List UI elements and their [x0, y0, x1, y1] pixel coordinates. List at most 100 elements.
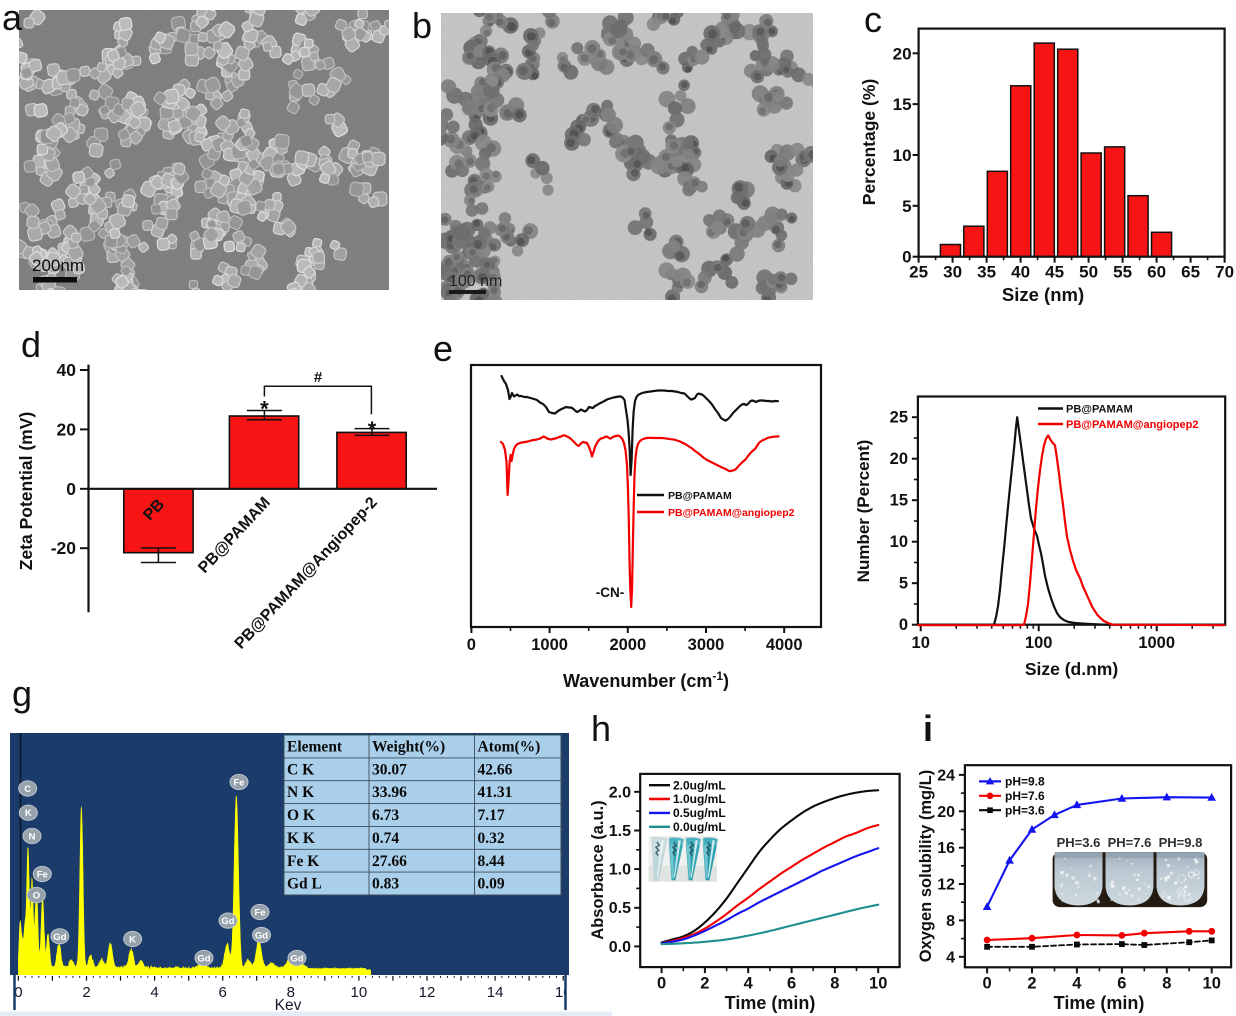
svg-text:10: 10 [912, 634, 930, 652]
svg-text:6.73: 6.73 [372, 807, 399, 824]
svg-text:0.0: 0.0 [609, 939, 631, 956]
svg-text:16: 16 [555, 984, 572, 1001]
svg-text:8: 8 [830, 975, 839, 993]
svg-text:60: 60 [1147, 263, 1166, 282]
svg-text:41.31: 41.31 [478, 784, 513, 801]
svg-text:K: K [25, 808, 32, 819]
svg-text:pH=3.6: pH=3.6 [1005, 804, 1045, 818]
svg-text:Zeta Potential (mV): Zeta Potential (mV) [16, 412, 36, 571]
svg-text:0: 0 [899, 616, 908, 634]
svg-text:Wavenumber (cm-1): Wavenumber (cm-1) [563, 669, 729, 691]
svg-text:Time (min): Time (min) [1054, 993, 1145, 1013]
svg-text:PB@PAMAM: PB@PAMAM [1066, 404, 1133, 416]
svg-text:4: 4 [946, 949, 955, 966]
svg-text:pH=7.6: pH=7.6 [1005, 789, 1045, 803]
svg-text:7.17: 7.17 [478, 807, 505, 824]
svg-text:200nm: 200nm [32, 256, 84, 275]
svg-text:1.0: 1.0 [609, 862, 631, 879]
svg-text:Element: Element [287, 739, 343, 756]
svg-text:10: 10 [893, 146, 912, 165]
svg-text:1.5: 1.5 [609, 823, 631, 840]
svg-text:8: 8 [287, 984, 295, 1001]
svg-text:PH=3.6: PH=3.6 [1057, 835, 1101, 850]
svg-text:O: O [33, 891, 40, 902]
svg-text:4: 4 [150, 984, 158, 1001]
svg-text:C: C [24, 784, 31, 795]
svg-text:2.0: 2.0 [609, 784, 631, 801]
svg-text:-20: -20 [51, 538, 77, 558]
svg-text:8.44: 8.44 [478, 853, 505, 870]
svg-text:8: 8 [1162, 975, 1171, 993]
svg-text:*: * [368, 417, 377, 442]
svg-text:8: 8 [946, 913, 955, 930]
svg-text:14: 14 [487, 984, 504, 1001]
svg-text:0: 0 [902, 248, 911, 267]
svg-text:25: 25 [890, 409, 908, 427]
svg-text:Gd: Gd [290, 954, 303, 965]
svg-text:16: 16 [937, 840, 955, 857]
svg-text:K: K [129, 935, 136, 946]
svg-text:C K: C K [287, 761, 314, 778]
svg-text:a: a [2, 0, 23, 38]
svg-text:PB@PAMAM@angiopep2: PB@PAMAM@angiopep2 [1066, 419, 1198, 431]
svg-text:40: 40 [1011, 263, 1030, 282]
svg-text:0.5ug/mL: 0.5ug/mL [673, 806, 726, 820]
svg-text:20: 20 [57, 419, 77, 439]
svg-text:Fe: Fe [233, 778, 244, 789]
svg-text:2: 2 [1027, 975, 1036, 993]
svg-text:5: 5 [902, 197, 911, 216]
svg-text:45: 45 [1045, 263, 1064, 282]
svg-text:5: 5 [899, 575, 908, 593]
svg-text:Atom(%): Atom(%) [478, 739, 541, 756]
svg-text:O K: O K [287, 807, 315, 824]
svg-text:Gd: Gd [197, 954, 210, 965]
svg-text:100: 100 [1025, 634, 1053, 652]
svg-text:4: 4 [744, 975, 754, 993]
svg-text:Fe: Fe [254, 908, 265, 919]
svg-text:PH=7.6: PH=7.6 [1108, 835, 1152, 850]
svg-text:10: 10 [890, 533, 908, 551]
svg-text:0.32: 0.32 [478, 830, 505, 847]
svg-text:12: 12 [937, 877, 955, 894]
svg-text:Gd: Gd [53, 932, 66, 943]
svg-text:Gd: Gd [255, 931, 268, 942]
svg-text:2: 2 [700, 975, 709, 993]
svg-text:0: 0 [657, 975, 666, 993]
svg-text:65: 65 [1181, 263, 1200, 282]
svg-text:50: 50 [1079, 263, 1098, 282]
svg-text:0: 0 [983, 975, 992, 993]
svg-text:Gd L: Gd L [287, 876, 322, 893]
svg-text:2000: 2000 [609, 636, 646, 654]
svg-text:33.96: 33.96 [372, 784, 407, 801]
svg-text:*: * [260, 397, 269, 422]
svg-text:Oxygen solubility (mg/L): Oxygen solubility (mg/L) [917, 770, 935, 963]
svg-text:4000: 4000 [766, 636, 803, 654]
svg-text:2: 2 [82, 984, 90, 1001]
svg-text:#: # [314, 369, 323, 386]
svg-text:20: 20 [937, 804, 955, 821]
svg-text:2.0ug/mL: 2.0ug/mL [673, 778, 726, 792]
svg-text:24: 24 [937, 767, 955, 784]
svg-text:Weight(%): Weight(%) [372, 739, 445, 756]
svg-text:Fe K: Fe K [287, 853, 319, 870]
svg-text:b: b [412, 5, 432, 46]
svg-text:0.0ug/mL: 0.0ug/mL [673, 820, 726, 834]
svg-text:0: 0 [467, 636, 476, 654]
svg-text:Absorbance (a.u.): Absorbance (a.u.) [589, 800, 607, 939]
svg-text:pH=9.8: pH=9.8 [1005, 775, 1045, 789]
svg-text:Kev: Kev [275, 997, 302, 1014]
svg-text:K K: K K [287, 830, 315, 847]
svg-text:1000: 1000 [531, 636, 568, 654]
svg-text:55: 55 [1113, 263, 1132, 282]
svg-text:N: N [29, 832, 36, 843]
svg-text:c: c [864, 0, 882, 40]
svg-text:Number (Percent): Number (Percent) [854, 440, 873, 583]
svg-text:h: h [591, 708, 611, 749]
svg-text:3000: 3000 [688, 636, 725, 654]
svg-text:Gd: Gd [221, 916, 234, 927]
svg-text:15: 15 [893, 95, 912, 114]
svg-text:42.66: 42.66 [478, 761, 513, 778]
svg-text:Time (min): Time (min) [725, 993, 816, 1013]
svg-text:1.0ug/mL: 1.0ug/mL [673, 792, 726, 806]
svg-text:1000: 1000 [1138, 634, 1175, 652]
